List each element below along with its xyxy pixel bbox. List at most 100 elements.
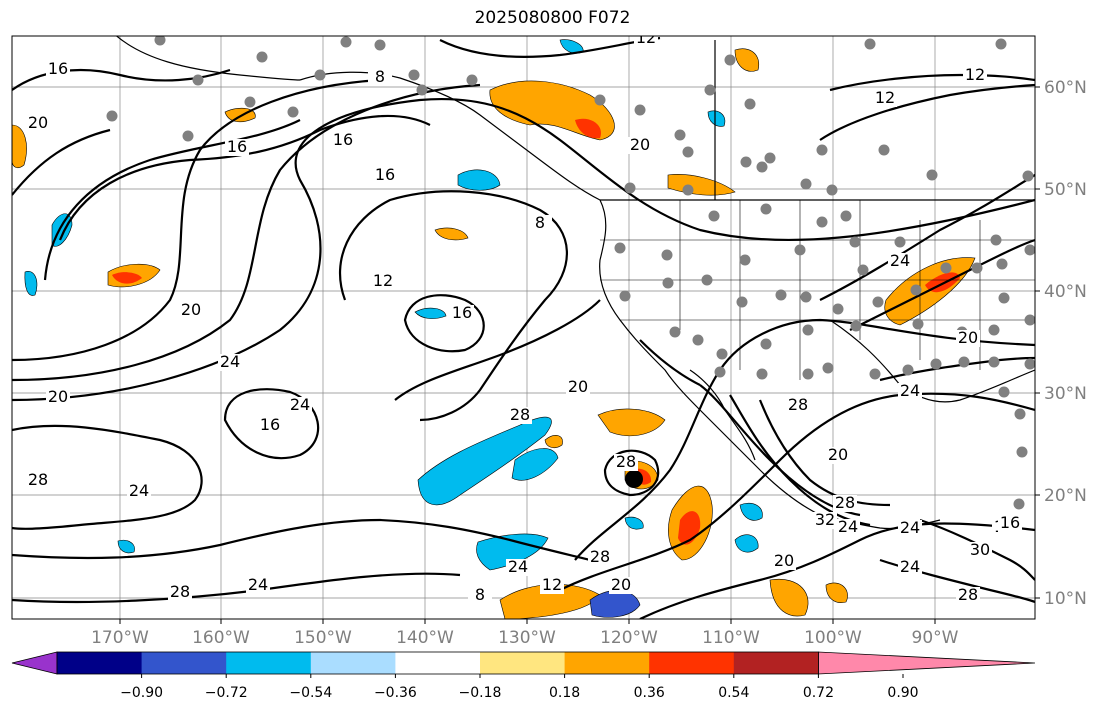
station-dot <box>872 296 884 308</box>
station-dot <box>256 51 268 63</box>
contour-label: 16 <box>260 415 280 434</box>
station-dot <box>182 130 194 142</box>
contour-label-bg <box>540 577 564 594</box>
contour-label-group: 12 16 8 16 20 16 12 16 20 8 12 12 20 24 24 20 16 16 24 28 24… <box>26 28 1022 604</box>
station-dot <box>832 303 844 315</box>
station-dot <box>1024 244 1035 256</box>
longitude-label: 90°W <box>912 628 959 648</box>
latitude-label: 60°N <box>1044 78 1087 98</box>
contour-label: 8 <box>375 67 385 86</box>
station-dot <box>1024 358 1035 370</box>
colorbar-segment <box>226 652 312 674</box>
station-dot <box>998 386 1010 398</box>
contour-label-bg <box>46 61 70 78</box>
contour-label-bg <box>246 577 270 594</box>
contour-label: 16 <box>375 165 395 184</box>
contour-label-bg <box>614 454 638 471</box>
longitude-label: 140°W <box>396 628 454 648</box>
contour-label-bg <box>26 472 50 489</box>
axis-ticks <box>119 86 1040 624</box>
contour-label: 28 <box>616 452 636 471</box>
station-dot <box>800 178 812 190</box>
station-dot <box>661 249 673 261</box>
contour-label: 20 <box>181 300 201 319</box>
colorbar-segment <box>310 652 396 674</box>
station-dot <box>619 290 631 302</box>
contour-label: 12 <box>636 28 656 47</box>
contour-label: 20 <box>28 113 48 132</box>
station-dot <box>794 244 806 256</box>
contour-label-bg <box>528 215 552 232</box>
station-dot <box>971 262 983 274</box>
contour-label: 20 <box>828 445 848 464</box>
latitude-labels: 60°N 50°N 40°N 30°N 20°N 10°N <box>1044 78 1087 609</box>
contour-label-bg <box>898 559 922 576</box>
station-dot <box>857 264 869 276</box>
colorbar-tick-label: −0.54 <box>289 685 332 701</box>
latitude-label: 40°N <box>1044 282 1087 302</box>
contour-label-bg <box>628 137 652 154</box>
contour-label: 24 <box>900 557 920 576</box>
contour-label-bg <box>826 447 850 464</box>
contour-label-bg <box>26 115 50 132</box>
contour-label: 20 <box>774 551 794 570</box>
station-dot <box>988 356 1000 368</box>
contour-label: 20 <box>630 135 650 154</box>
station-dot <box>466 74 478 86</box>
station-dot <box>902 364 914 376</box>
station-dot <box>760 338 772 350</box>
longitude-labels: 170°W 160°W 150°W 140°W 130°W 120°W 110°W 100°W… <box>91 628 959 648</box>
station-dot <box>826 184 838 196</box>
station-dot <box>1014 408 1026 420</box>
station-dot <box>849 236 861 248</box>
contour-label: 28 <box>788 395 808 414</box>
contour-label-bg <box>963 67 987 84</box>
station-dot <box>634 104 646 116</box>
contour-label: 16 <box>227 137 247 156</box>
station-dot <box>692 334 704 346</box>
station-dot <box>996 258 1008 270</box>
station-dot <box>744 98 756 110</box>
contour-label-bg <box>772 553 796 570</box>
shading-layer <box>12 39 976 619</box>
contour-label: 16 <box>452 303 472 322</box>
contour-label-bg <box>833 495 857 512</box>
map-body: 12 16 8 16 20 16 12 16 20 8 12 12 20 24 24 20 16 16 24 28 24… <box>12 28 1035 619</box>
contour-label-bg <box>508 407 532 424</box>
contour-label-bg <box>218 354 242 371</box>
contour-label: 8 <box>475 585 485 604</box>
station-dot <box>704 84 716 96</box>
station-dot <box>714 366 726 378</box>
contour-label-bg <box>168 584 192 601</box>
contour-label-bg <box>368 69 392 86</box>
colorbar-tick-label: −0.36 <box>374 685 417 701</box>
colorbar-tick-label: −0.90 <box>120 685 163 701</box>
station-dot <box>374 39 386 51</box>
contour-label-bg <box>127 483 151 500</box>
contour-label: 28 <box>590 547 610 566</box>
colorbar-segment <box>395 652 481 674</box>
colorbar-tick-label: 0.18 <box>549 685 580 701</box>
contour-label-bg <box>506 559 530 576</box>
station-dot <box>1024 314 1035 326</box>
station-dot <box>760 203 772 215</box>
contour-label: 24 <box>129 481 149 500</box>
contour-label: 16 <box>333 130 353 149</box>
station-dot <box>995 38 1007 50</box>
station-dot <box>154 36 166 46</box>
contour-label: 30 <box>970 540 990 559</box>
contour-label: 12 <box>875 88 895 107</box>
contour-label: 24 <box>890 251 910 270</box>
station-dot <box>802 324 814 336</box>
longitude-label: 100°W <box>804 628 862 648</box>
station-dot <box>1013 498 1025 510</box>
longitude-label: 150°W <box>294 628 352 648</box>
contour-label-bg <box>588 549 612 566</box>
contour-lines <box>12 36 1035 619</box>
contour-label-bg <box>813 512 837 529</box>
map-frame <box>11 35 1036 620</box>
contour-label-bg <box>873 90 897 107</box>
colorbar-tick-labels: −0.90 −0.72 −0.54 −0.36 −0.18 0.18 0.36 0.54 0.7… <box>120 674 919 701</box>
contour-label: 32 <box>815 510 835 529</box>
